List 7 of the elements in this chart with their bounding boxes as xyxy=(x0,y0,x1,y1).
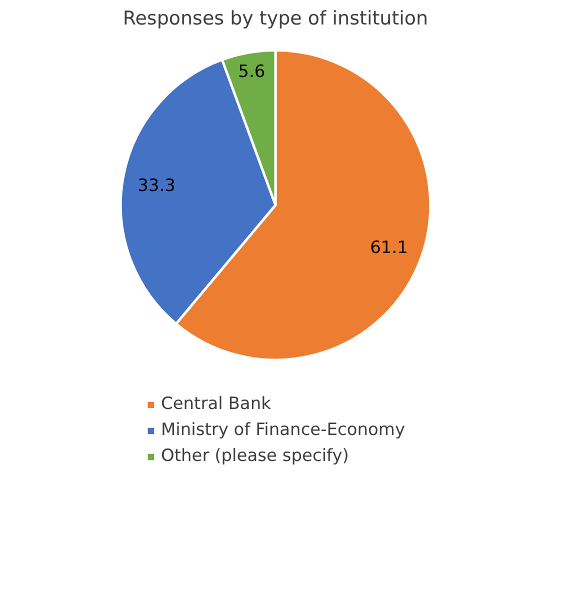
chart-title: Responses by type of institution xyxy=(122,8,428,30)
data-label: 61.1 xyxy=(370,238,408,258)
legend-label: Ministry of Finance-Economy xyxy=(160,420,406,440)
data-label: 5.6 xyxy=(238,62,266,82)
data-label: 33.3 xyxy=(138,176,176,196)
legend-label: Other (please specify) xyxy=(160,446,349,466)
legend-label: Central Bank xyxy=(160,394,271,414)
